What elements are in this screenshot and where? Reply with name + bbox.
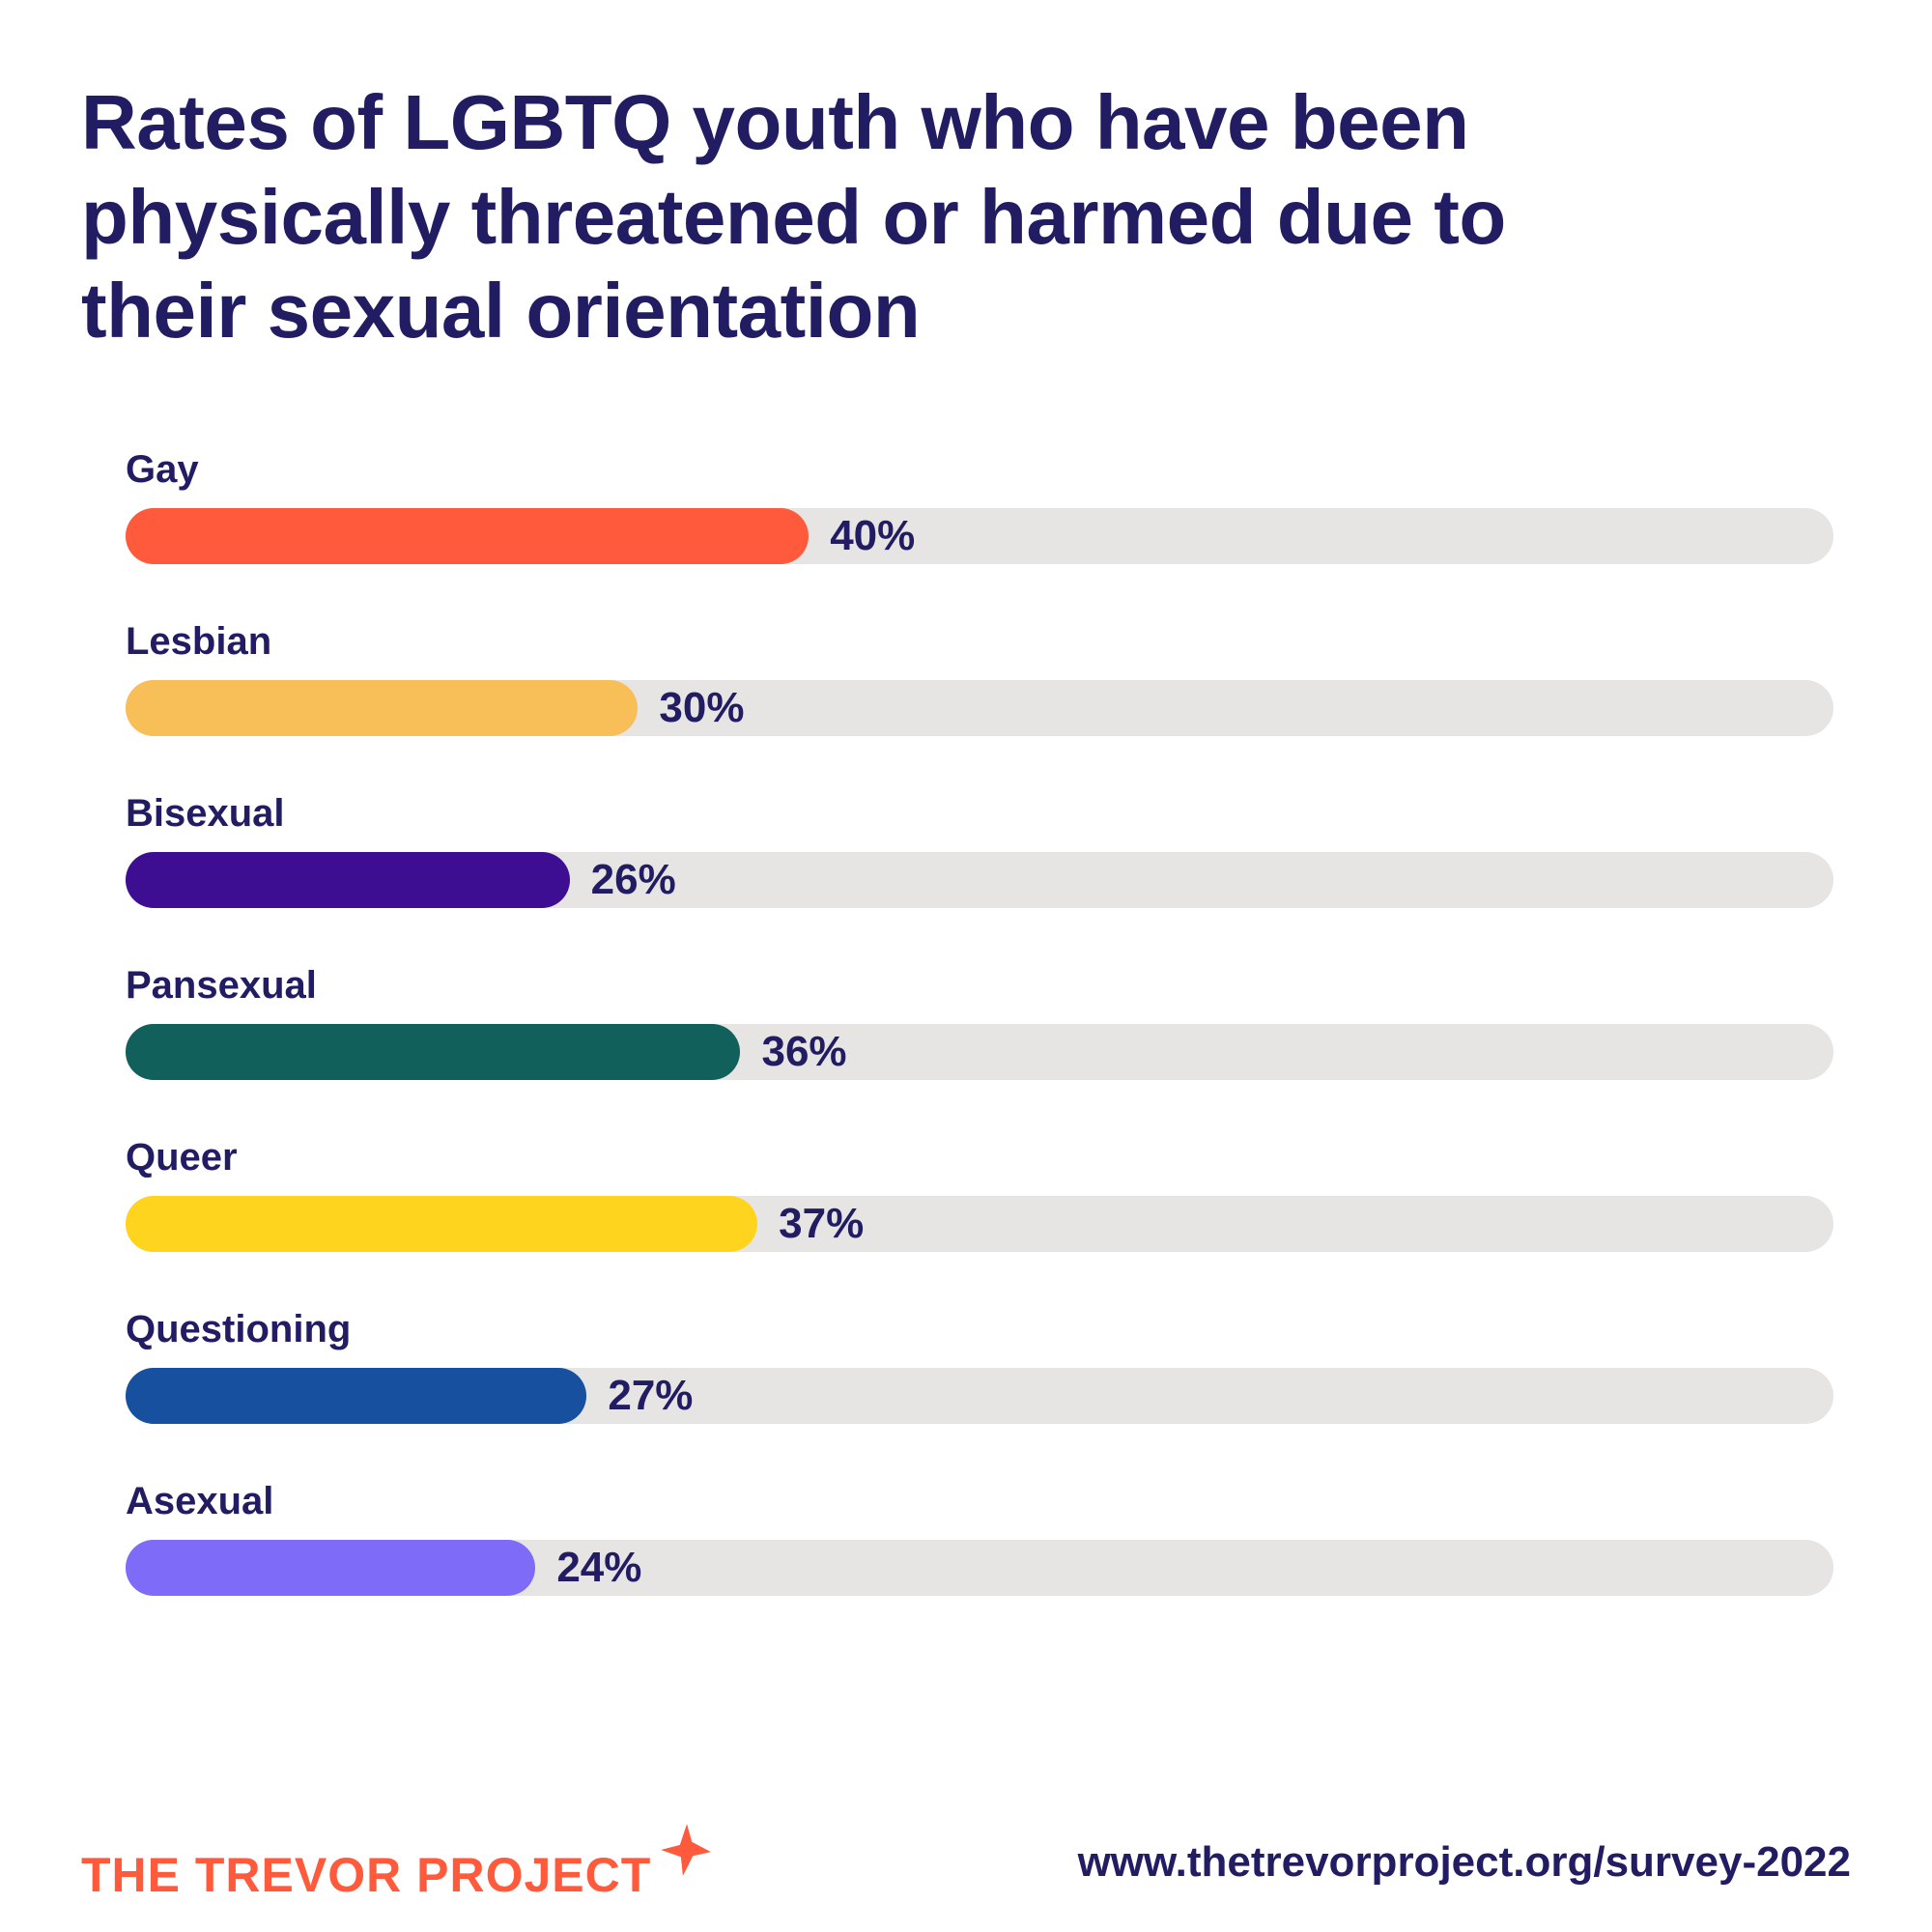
bar-track: 24%: [126, 1540, 1833, 1596]
bar-row: Gay 40%: [126, 446, 1833, 564]
bar-label: Gay: [126, 448, 199, 491]
bar-label: Lesbian: [126, 620, 272, 663]
bar-label: Questioning: [126, 1308, 352, 1350]
bar-track: 36%: [126, 1024, 1833, 1080]
survey-url: www.thetrevorproject.org/survey-2022: [1077, 1838, 1851, 1886]
bar-track: 26%: [126, 852, 1833, 908]
bar-value: 37%: [779, 1200, 865, 1247]
footer: THE TREVOR PROJECT www.thetrevorproject.…: [81, 1822, 1851, 1903]
bar-label: Asexual: [126, 1480, 274, 1522]
bar-label: Pansexual: [126, 964, 317, 1007]
bar-row: Asexual 24%: [126, 1478, 1833, 1596]
spark-icon: [661, 1824, 712, 1876]
trevor-project-logo: THE TREVOR PROJECT: [81, 1822, 713, 1903]
bar-row: Queer 37%: [126, 1134, 1833, 1252]
bar-value: 27%: [608, 1372, 694, 1419]
bar-value: 30%: [659, 684, 745, 731]
bar-value: 36%: [761, 1028, 847, 1075]
bar-row: Questioning 27%: [126, 1306, 1833, 1424]
bar-value: 40%: [830, 512, 916, 559]
bar-label: Bisexual: [126, 792, 285, 835]
bar-label: Queer: [126, 1136, 238, 1179]
bar-fill: [126, 1540, 536, 1596]
bar-fill: [126, 1368, 587, 1424]
bar-fill: [126, 680, 639, 736]
bar-fill: [126, 1196, 758, 1252]
bar-value: 26%: [590, 856, 676, 903]
bar-row: Lesbian 30%: [126, 618, 1833, 736]
bar-track: 30%: [126, 680, 1833, 736]
bar-track: 27%: [126, 1368, 1833, 1424]
bar-fill: [126, 508, 810, 564]
bar-chart: Gay 40% Lesbian 30% Bisexual 26% Pansexual 36% Q…: [126, 446, 1833, 1650]
bar-value: 24%: [556, 1544, 642, 1591]
bar-row: Bisexual 26%: [126, 790, 1833, 908]
bar-row: Pansexual 36%: [126, 962, 1833, 1080]
bar-track: 37%: [126, 1196, 1833, 1252]
bar-track: 40%: [126, 508, 1833, 564]
page-title: Rates of LGBTQ youth who have been physi…: [81, 79, 1506, 355]
bar-fill: [126, 1024, 741, 1080]
logo-wordmark: THE TREVOR PROJECT: [81, 1848, 652, 1902]
bar-fill: [126, 852, 570, 908]
